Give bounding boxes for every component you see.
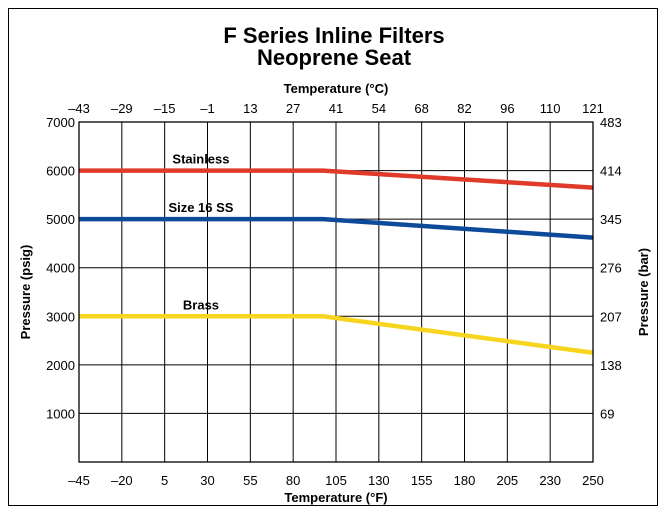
y2-tick-label: 69 xyxy=(600,406,614,421)
top-tick-label: 82 xyxy=(457,101,471,116)
top-tick-label: 54 xyxy=(372,101,386,116)
top-tick-label: 41 xyxy=(329,101,343,116)
y-tick-label: 1000 xyxy=(46,406,75,421)
chart-frame xyxy=(8,8,658,506)
top-tick-label: –43 xyxy=(68,101,90,116)
series-label: Stainless xyxy=(172,152,229,167)
top-tick-label: 96 xyxy=(500,101,514,116)
y-tick-label: 2000 xyxy=(46,358,75,373)
x-tick-label: 130 xyxy=(368,473,390,488)
y-tick-label: 3000 xyxy=(46,309,75,324)
chart-title-line-1: F Series Inline Filters xyxy=(223,23,445,48)
y2-tick-label: 414 xyxy=(600,164,622,179)
y2-axis-title: Pressure (bar) xyxy=(636,248,651,336)
x-tick-label: 80 xyxy=(286,473,300,488)
series-line xyxy=(79,314,594,355)
x-tick-label: –45 xyxy=(68,473,90,488)
x-tick-label: 5 xyxy=(161,473,168,488)
x-tick-label: 250 xyxy=(582,473,604,488)
y2-tick-label: 138 xyxy=(600,358,622,373)
x-tick-label: –20 xyxy=(111,473,133,488)
x-tick-label: 155 xyxy=(411,473,433,488)
y2-tick-label: 207 xyxy=(600,309,622,324)
top-tick-label: –15 xyxy=(154,101,176,116)
x-tick-label: 105 xyxy=(325,473,347,488)
series-label: Brass xyxy=(183,297,219,312)
x-tick-label: 230 xyxy=(539,473,561,488)
top-tick-label: 110 xyxy=(540,101,561,116)
y-tick-label: 6000 xyxy=(46,164,75,179)
series-line xyxy=(79,216,594,240)
x-tick-label: 205 xyxy=(496,473,518,488)
x-tick-label: 180 xyxy=(454,473,476,488)
top-tick-label: 13 xyxy=(243,101,257,116)
y-tick-label: 7000 xyxy=(46,115,75,130)
series-label: Size 16 SS xyxy=(168,200,233,215)
top-axis-title: Temperature (°C) xyxy=(284,81,389,96)
y-tick-label: 4000 xyxy=(46,261,75,276)
top-tick-label: 121 xyxy=(582,101,604,116)
y-tick-label: 5000 xyxy=(46,212,75,227)
plot-area-border xyxy=(78,121,594,463)
series-line xyxy=(79,168,594,190)
x-tick-label: 30 xyxy=(200,473,214,488)
x-axis-title: Temperature (°F) xyxy=(284,490,387,505)
y2-tick-label: 276 xyxy=(600,261,622,276)
top-tick-label: –29 xyxy=(111,101,133,116)
y2-tick-label: 345 xyxy=(600,212,622,227)
top-tick-label: –1 xyxy=(200,101,214,116)
y2-tick-label: 483 xyxy=(600,115,622,130)
x-tick-label: 55 xyxy=(243,473,257,488)
chart-title-line-2: Neoprene Seat xyxy=(256,45,412,70)
top-tick-label: 27 xyxy=(286,101,300,116)
y-axis-title: Pressure (psig) xyxy=(18,245,33,340)
top-tick-label: 68 xyxy=(414,101,428,116)
